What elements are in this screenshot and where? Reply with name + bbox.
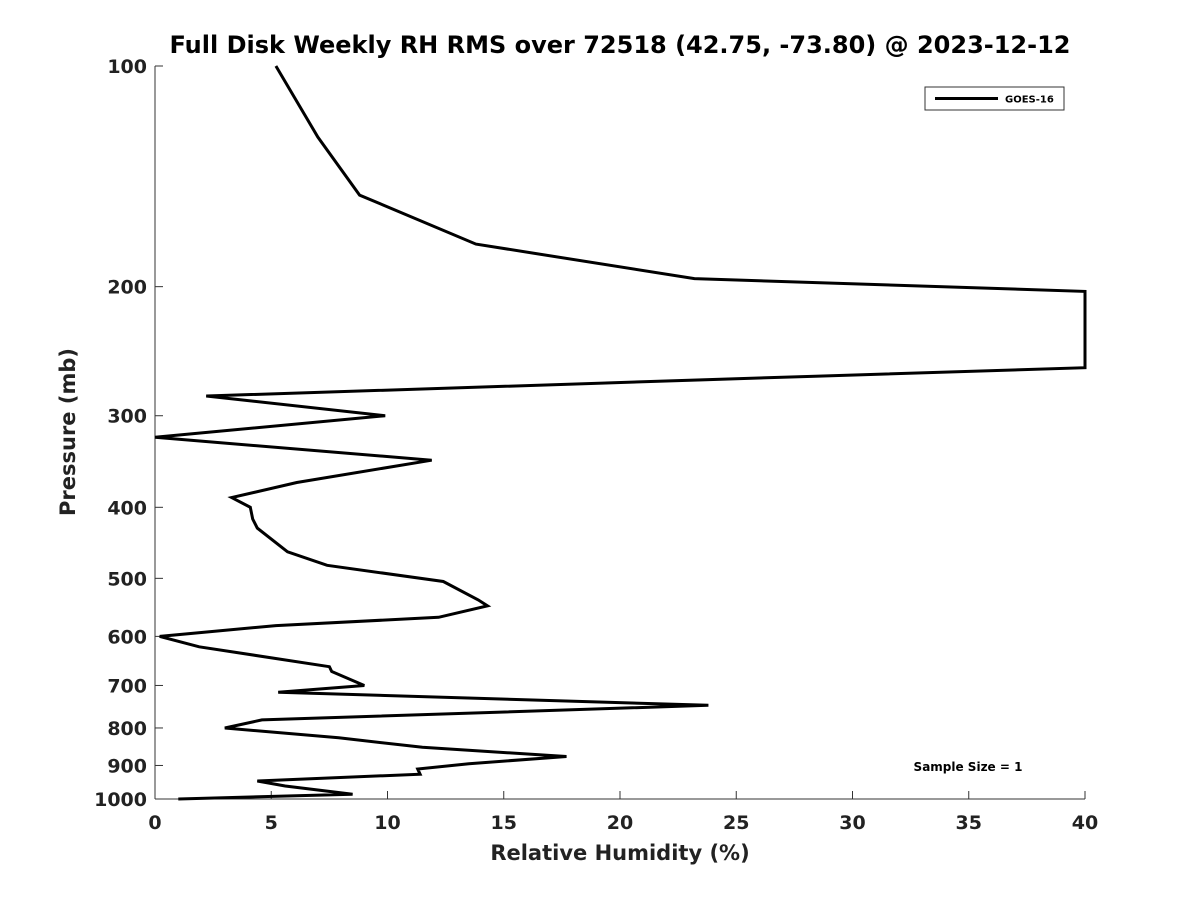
x-tick-label-30: 30 xyxy=(839,812,865,834)
x-ticks: 0 5 10 15 20 25 30 35 40 xyxy=(148,791,1098,834)
y-axis-label: Pressure (mb) xyxy=(56,348,80,516)
x-tick-label-0: 0 xyxy=(148,812,161,834)
x-tick-label-40: 40 xyxy=(1072,812,1098,834)
x-tick-label-5: 5 xyxy=(265,812,278,834)
x-axis-label: Relative Humidity (%) xyxy=(490,841,749,865)
y-tick-label-1000: 1000 xyxy=(94,789,147,811)
y-tick-label-100: 100 xyxy=(107,56,147,78)
x-tick-label-15: 15 xyxy=(491,812,517,834)
y-tick-label-600: 600 xyxy=(107,626,147,648)
x-tick-label-25: 25 xyxy=(723,812,749,834)
x-tick-label-20: 20 xyxy=(607,812,633,834)
chart-title: Full Disk Weekly RH RMS over 72518 (42.7… xyxy=(169,31,1070,59)
y-tick-label-200: 200 xyxy=(107,277,147,299)
series-layer xyxy=(154,65,1087,801)
legend: GOES-16 xyxy=(924,86,1065,111)
x-tick-label-35: 35 xyxy=(956,812,982,834)
y-tick-label-800: 800 xyxy=(107,718,147,740)
y-tick-label-500: 500 xyxy=(107,568,147,590)
y-tick-label-400: 400 xyxy=(107,497,147,519)
y-tick-label-700: 700 xyxy=(107,675,147,697)
y-tick-label-300: 300 xyxy=(107,406,147,428)
series-line-goes-16 xyxy=(154,65,1087,801)
legend-label-goes-16: GOES-16 xyxy=(1005,95,1054,106)
x-tick-label-10: 10 xyxy=(374,812,400,834)
y-ticks: 100 200 300 400 500 600 700 800 900 1000 xyxy=(94,56,163,811)
y-tick-label-900: 900 xyxy=(107,755,147,777)
sample-size-annotation: Sample Size = 1 xyxy=(914,760,1023,774)
